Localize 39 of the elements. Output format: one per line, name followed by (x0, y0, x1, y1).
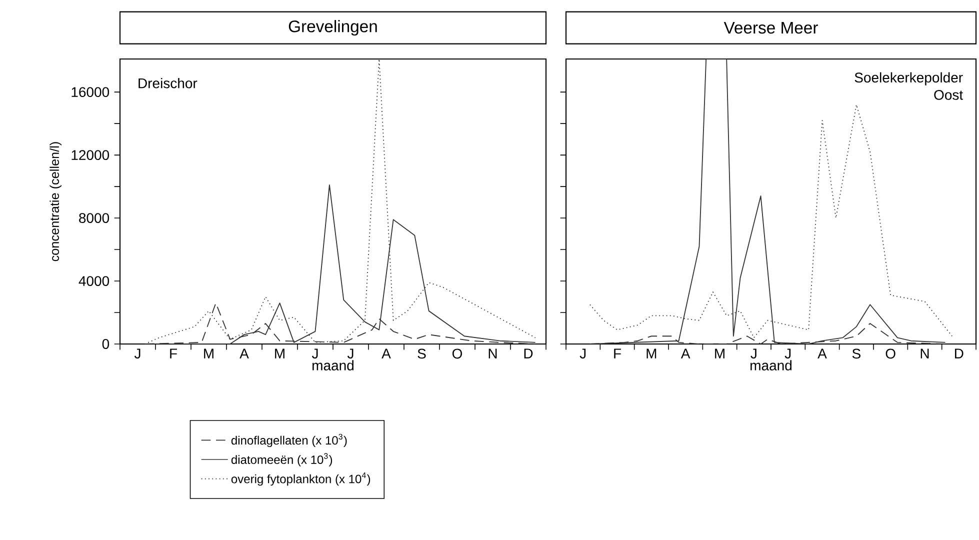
x-axis-title: maand (750, 360, 792, 370)
x-tick-label: J (750, 348, 756, 358)
x-tick-label: D (955, 348, 964, 358)
x-tick-label: S (418, 348, 426, 359)
x-tick-label: A (382, 348, 391, 358)
x-tick-label: A (818, 348, 827, 358)
annotation: Soelekerkepolder Oost (854, 72, 963, 100)
y-tick-label: 8000 (79, 213, 110, 223)
y-axis-title: concentratie (cellen/l) (50, 142, 62, 262)
x-tick-label: O (452, 348, 462, 359)
y-tick-label: 0 (102, 339, 110, 349)
x-tick-label: D (524, 348, 533, 358)
x-tick-label: J (784, 348, 791, 358)
annotation: Dreischor (138, 78, 198, 88)
x-tick-label: F (170, 348, 177, 358)
x-axis-title: maand (312, 360, 354, 370)
x-tick-label: J (580, 348, 586, 358)
x-tick-label: N (488, 348, 497, 358)
legend-label: overig fytoplankton (x 10$^{4}$) (231, 472, 370, 486)
x-tick-label: M (646, 348, 656, 358)
x-tick-label: M (715, 348, 724, 358)
x-tick-label: F (614, 348, 621, 358)
x-tick-label: N (920, 348, 929, 358)
chart-title: Veerse Meer (724, 22, 818, 34)
x-tick-label: M (275, 348, 284, 358)
x-tick-label: A (680, 348, 690, 358)
x-tick-label: J (312, 348, 318, 358)
x-tick-label: J (347, 348, 354, 358)
x-tick-label: J (134, 348, 140, 358)
legend-label: diatomeeën (x 10$^{3}$) (231, 453, 332, 466)
x-tick-label: M (204, 348, 214, 358)
x-tick-label: A (240, 348, 249, 358)
x-tick-label: S (852, 348, 860, 359)
x-tick-label: O (886, 348, 896, 359)
legend-label: dinoflagellaten (x 10$^{3}$) (231, 434, 347, 447)
chart-title: Grevelingen (288, 20, 377, 36)
y-tick-label: 4000 (78, 276, 110, 286)
y-tick-label: 16000 (72, 87, 110, 98)
y-tick-label: 12000 (72, 150, 110, 160)
